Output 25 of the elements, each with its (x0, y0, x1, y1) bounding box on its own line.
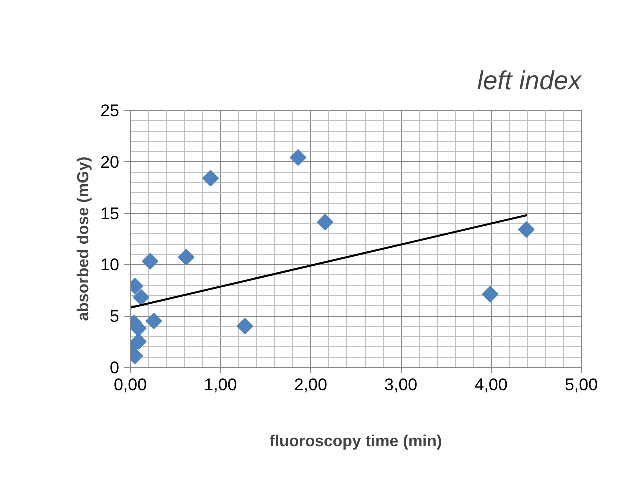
point (518, 221, 535, 238)
x-tick-label: 1,00 (204, 376, 238, 394)
x-tick-label: 3,00 (384, 376, 418, 394)
point (317, 214, 334, 231)
point (236, 318, 254, 335)
x-axis-title: fluoroscopy time (min) (270, 434, 442, 450)
point (178, 249, 195, 266)
point (133, 289, 150, 306)
y-tick-label: 15 (100, 204, 120, 224)
y-tick-label: 10 (100, 256, 120, 275)
point (146, 312, 162, 330)
point (482, 286, 499, 303)
x-tick-label: 4,00 (474, 376, 508, 394)
y-axis-title: absorbed dose (mGy) (76, 156, 93, 322)
y-tick-label: 0 (110, 358, 120, 378)
x-tick-label: 2,00 (294, 376, 328, 394)
chart-title: left index (477, 66, 582, 96)
x-tick-label: 0,00 (114, 376, 148, 394)
point (202, 170, 220, 187)
x-tick-label: 5,00 (564, 376, 598, 394)
point (290, 150, 307, 166)
y-tick-label: 5 (110, 307, 120, 326)
point (142, 253, 159, 270)
y-tick-label: 25 (100, 102, 120, 120)
y-tick-label: 20 (100, 152, 120, 172)
